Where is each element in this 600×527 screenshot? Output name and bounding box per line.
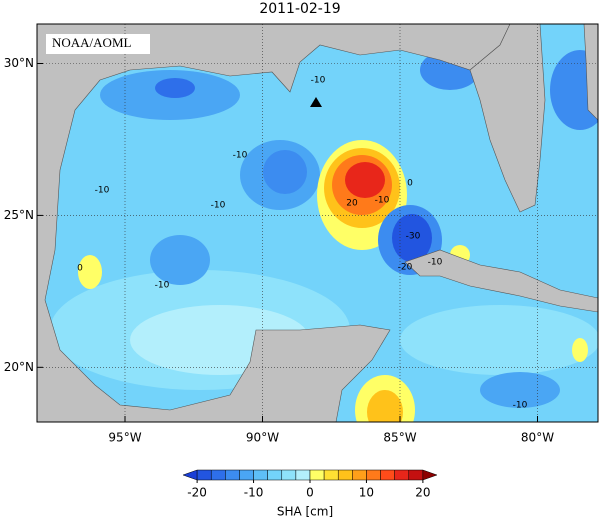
anomaly-patch [345,162,385,198]
colorbar-bin [422,469,438,481]
contour-label: -10 [233,151,248,161]
contour-label: -30 [406,232,421,242]
y-tick-label: 20°N [4,360,34,374]
colorbar-tick-label: 20 [415,486,430,500]
map-frame [36,23,599,423]
y-tick-label: 25°N [4,208,34,222]
colorbar-tick-label: -20 [187,486,207,500]
credit: NOAA/AOML [52,35,132,50]
anomaly-patch [400,305,598,375]
x-tick-label: 85°W [383,431,416,445]
colorbar-bin [267,469,283,481]
anomaly-patch [150,235,210,285]
colorbar-bin [366,469,381,481]
contour-label: -10 [375,196,390,206]
colorbar-tick-label: -10 [244,486,264,500]
anomaly-patch [78,255,102,289]
credit-box [46,34,150,54]
colorbar-tick-label: 10 [359,486,374,500]
station-marker [310,97,322,107]
colorbar-tick-label: 0 [306,486,314,500]
y-tick-label: 30°N [4,56,34,70]
colorbar-bin [182,469,198,481]
colorbar-label: SHA [cm] [277,505,333,519]
colorbar-bin [323,469,339,481]
colorbar-bin [281,469,297,481]
anomaly-patch [392,214,432,262]
contour-label: 0 [77,264,83,274]
colorbar-bin [394,469,410,481]
colorbar-bin [352,469,367,481]
land [404,249,598,313]
map-field [37,24,598,422]
contour-label: -10 [311,76,326,86]
contour-label: 0 [407,179,413,189]
grid [37,24,598,422]
x-tick-label: 80°W [521,431,554,445]
colorbar-bin [253,469,268,481]
colorbar-bin [337,469,353,481]
anomaly-patch [480,372,560,408]
colorbar-bin [196,469,212,481]
anomaly-patch [155,78,195,98]
colorbar-bin [408,469,424,481]
contour-label: -10 [428,258,443,268]
colorbar-bin [380,469,395,481]
land [469,24,546,213]
map-title: 2011-02-19 [259,1,340,17]
anomaly-patch [367,390,403,422]
contour-label: 20 [346,199,358,209]
colorbar [182,469,438,483]
colorbar-bin [309,469,325,481]
contour-label: -10 [155,281,170,291]
land [583,24,598,121]
contour-label: -10 [211,201,226,211]
colorbar-bin [210,469,226,481]
x-tick-label: 95°W [108,431,141,445]
anomaly-patch [263,150,307,194]
anomaly-patch [550,50,598,130]
x-tick-label: 90°W [246,431,279,445]
colorbar-bin [225,469,240,481]
colorbar-bin [239,469,254,481]
anomaly-patch [572,338,588,362]
contour-label: -20 [398,263,413,273]
contour-label: -10 [95,186,110,196]
colorbar-bin [295,469,311,481]
contour-label: -10 [513,401,528,411]
land [37,24,511,422]
